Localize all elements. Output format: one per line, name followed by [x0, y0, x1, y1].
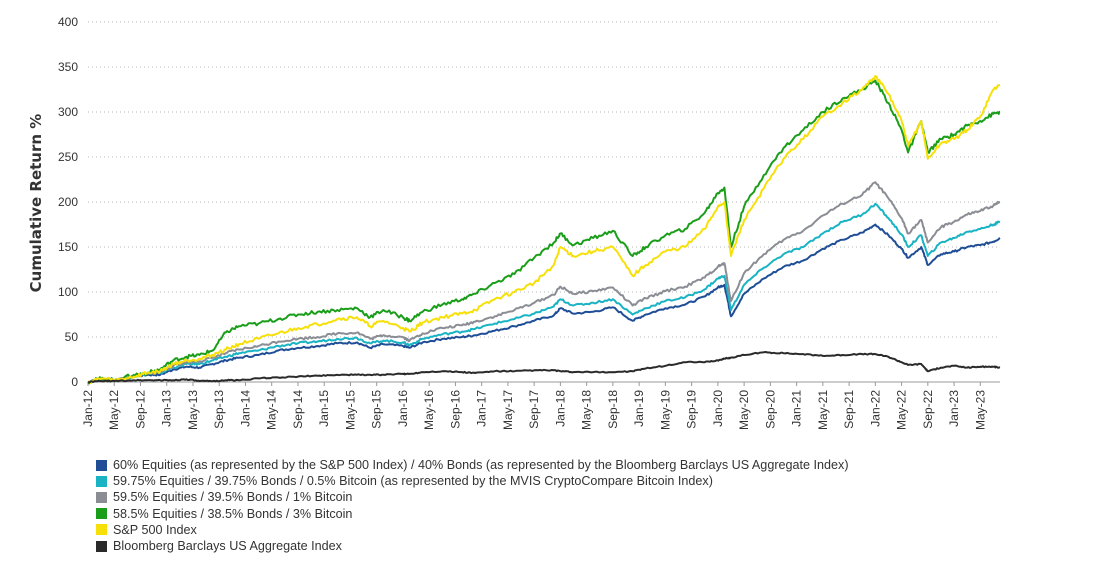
- y-tick-label: 200: [58, 195, 78, 209]
- legend-label: Bloomberg Barclays US Aggregate Index: [113, 539, 342, 554]
- x-tick-label: May-21: [816, 390, 830, 430]
- legend-swatch: [96, 508, 107, 520]
- x-tick-label: Jan-13: [160, 390, 174, 427]
- legend-item: Bloomberg Barclays US Aggregate Index: [96, 538, 849, 554]
- x-tick-label: Jan-14: [238, 390, 252, 427]
- x-tick-label: Sep-14: [291, 390, 305, 429]
- x-tick-label: May-16: [422, 390, 436, 430]
- x-tick-label: May-23: [973, 390, 987, 430]
- series-line-4: [87, 79, 1001, 385]
- y-tick-label: 350: [58, 60, 78, 74]
- series-line-6: [87, 351, 1001, 384]
- x-tick-label: May-22: [895, 390, 909, 430]
- y-tick-label: 100: [58, 285, 78, 299]
- x-tick-label: Sep-15: [370, 390, 384, 429]
- x-tick-label: Jan-15: [317, 390, 331, 427]
- legend: 60% Equities (as represented by the S&P …: [96, 457, 849, 554]
- x-tick-label: May-13: [186, 390, 200, 430]
- gridlines: [88, 21, 1000, 338]
- y-tick-label: 400: [58, 15, 78, 29]
- legend-item: S&P 500 Index: [96, 522, 849, 538]
- y-tick-label: 250: [58, 150, 78, 164]
- x-tick-label: Sep-12: [133, 390, 147, 429]
- x-tick-label: May-15: [343, 390, 357, 430]
- x-tick-label: May-18: [580, 390, 594, 430]
- x-tick-label: May-20: [737, 390, 751, 430]
- legend-swatch: [96, 491, 107, 503]
- y-axis-title: Cumulative Return %: [27, 114, 45, 293]
- x-tick-label: Sep-20: [763, 390, 777, 429]
- x-tick-label: May-14: [265, 390, 279, 430]
- x-tick-label: May-17: [501, 390, 515, 430]
- x-tick-label: Sep-18: [606, 390, 620, 429]
- x-tick-label: Sep-21: [842, 390, 856, 429]
- legend-item: 59.5% Equities / 39.5% Bonds / 1% Bitcoi…: [96, 489, 849, 505]
- x-tick-label: Sep-19: [685, 390, 699, 429]
- legend-swatch: [96, 540, 107, 552]
- series-line-2: [87, 202, 1001, 384]
- y-tick-label: 300: [58, 105, 78, 119]
- legend-swatch: [96, 459, 107, 471]
- legend-label: 59.5% Equities / 39.5% Bonds / 1% Bitcoi…: [113, 490, 353, 505]
- legend-label: S&P 500 Index: [113, 522, 197, 537]
- x-tick-label: Jan-12: [81, 390, 95, 427]
- x-tick-label: Jan-17: [475, 390, 489, 427]
- legend-item: 60% Equities (as represented by the S&P …: [96, 457, 849, 473]
- line-chart: 0 50 100 150 200 250 300 350 400 Jan-12 May-12 Sep…: [27, 15, 1001, 430]
- x-tick-label: Jan-21: [790, 390, 804, 427]
- legend-item: 59.75% Equities / 39.75% Bonds / 0.5% Bi…: [96, 473, 849, 489]
- legend-label: 58.5% Equities / 38.5% Bonds / 3% Bitcoi…: [113, 506, 353, 521]
- y-tick-label: 0: [71, 375, 78, 389]
- series-line-3: [87, 181, 1001, 383]
- y-axis-ticks: 0 50 100 150 200 250 300 350 400: [58, 15, 78, 389]
- x-tick-label: Jan-22: [868, 390, 882, 427]
- legend-label: 59.75% Equities / 39.75% Bonds / 0.5% Bi…: [113, 474, 713, 489]
- legend-swatch: [96, 475, 107, 487]
- x-tick-label: Jan-19: [632, 390, 646, 427]
- x-axis-ticks: Jan-12 May-12 Sep-12 Jan-13 May-13 Sep-13 Jan-…: [81, 382, 987, 430]
- x-tick-label: Jan-16: [396, 390, 410, 427]
- legend-item: 58.5% Equities / 38.5% Bonds / 3% Bitcoi…: [96, 506, 849, 522]
- series-lines: [87, 75, 1001, 385]
- x-tick-label: Sep-16: [448, 390, 462, 429]
- x-tick-label: Jan-20: [711, 390, 725, 427]
- y-tick-label: 150: [58, 240, 78, 254]
- legend-label: 60% Equities (as represented by the S&P …: [113, 458, 849, 473]
- series-line-1: [87, 223, 1001, 383]
- legend-swatch: [96, 524, 107, 536]
- x-tick-label: May-19: [658, 390, 672, 430]
- series-line-5: [87, 75, 1001, 385]
- x-tick-label: Sep-22: [921, 390, 935, 429]
- y-tick-label: 50: [65, 330, 79, 344]
- x-tick-label: Sep-17: [527, 390, 541, 429]
- x-tick-label: Jan-18: [553, 390, 567, 427]
- x-tick-label: Sep-13: [212, 390, 226, 429]
- x-tick-label: Jan-23: [947, 390, 961, 427]
- x-tick-label: May-12: [107, 390, 121, 430]
